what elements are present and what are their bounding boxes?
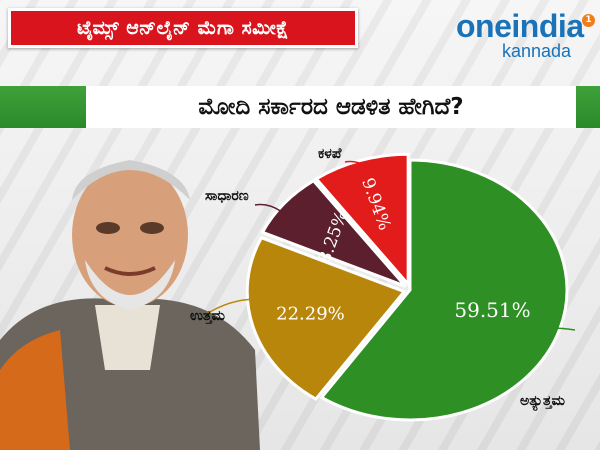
slice-average-shape — [260, 178, 407, 288]
slice-average — [260, 178, 407, 288]
category-label-0: ಅತ್ಯುತ್ತಮ — [520, 393, 565, 412]
category-label-3: ಕಳಪೆ — [318, 146, 342, 162]
category-label-2: ಸಾಧಾರಣ — [205, 188, 249, 204]
leader-line-0 — [524, 327, 576, 331]
leader-line-2 — [254, 203, 301, 231]
question-text-box: ಮೋದಿ ಸರ್ಕಾರದ ಆಡಳಿತ ಹೇಗಿದೆ? — [86, 86, 576, 128]
question-text: ಮೋದಿ ಸರ್ಕಾರದ ಆಡಳಿತ ಹೇಗಿದೆ? — [198, 94, 464, 120]
category-label-1: ಉತ್ತಮ — [190, 308, 225, 325]
brand-badge: 1 — [582, 14, 595, 27]
slice-poor-shape — [314, 152, 410, 289]
slice-poor — [314, 152, 410, 289]
brand-name: oneindia — [456, 8, 584, 44]
brand-logo: oneindia 1 kannada — [456, 8, 596, 61]
brand-sub: kannada — [502, 41, 572, 61]
leader-line-3 — [344, 160, 391, 191]
value-label-0: 59.51% — [454, 298, 530, 322]
portrait-image — [0, 160, 260, 450]
leader-line-1 — [204, 298, 266, 316]
page-title: ಟೈಮ್ಸ್ ಆನ್‌ಲೈನ್ ಮೆಗಾ ಸಮೀಕ್ಷೆ — [8, 8, 358, 48]
value-label-1: 22.29% — [276, 303, 345, 324]
slice-good — [245, 235, 407, 401]
slice-good-shape — [245, 235, 407, 401]
page-title-text: ಟೈಮ್ಸ್ ಆನ್‌ಲೈನ್ ಮೆಗಾ ಸಮೀಕ್ಷೆ — [76, 17, 290, 39]
